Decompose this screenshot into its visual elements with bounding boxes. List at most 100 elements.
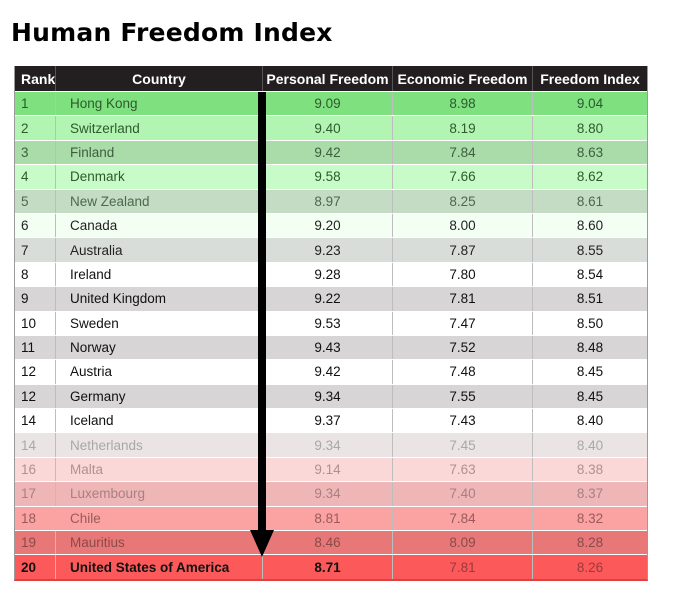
cell-economic-freedom: 7.84 [392,506,532,531]
table-row: 18 Chile 8.81 7.84 8.32 [15,506,647,531]
cell-personal-freedom: 9.34 [262,433,392,457]
cell-freedom-index: 8.38 [532,457,647,482]
table-row: 2 Switzerland 9.40 8.19 8.80 [15,116,647,140]
cell-rank: 14 [21,413,37,429]
cell-country: United Kingdom [55,287,262,311]
header-freedom-index: Freedom Index [532,66,647,91]
header-economic-freedom: Economic Freedom [392,66,532,91]
cell-economic-freedom: 7.84 [392,140,532,165]
table-row: 7 Australia 9.23 7.87 8.55 [15,238,647,262]
cell-country: Finland [55,140,262,165]
table-row: 3 Finland 9.42 7.84 8.63 [15,140,647,165]
cell-economic-freedom: 7.81 [392,555,532,579]
cell-economic-freedom: 7.87 [392,238,532,262]
table-row: 10 Sweden 9.53 7.47 8.50 [15,311,647,335]
table-row: 16 Malta 9.14 7.63 8.38 [15,457,647,482]
header-personal-freedom: Personal Freedom [262,66,392,91]
cell-personal-freedom: 9.42 [262,360,392,384]
cell-country: Chile [55,506,262,531]
cell-personal-freedom: 9.34 [262,482,392,506]
cell-rank: 4 [21,169,29,185]
cell-personal-freedom: 9.34 [262,384,392,409]
cell-economic-freedom: 7.63 [392,457,532,482]
cell-rank: 9 [21,291,29,307]
cell-personal-freedom: 9.14 [262,457,392,482]
cell-personal-freedom: 8.81 [262,506,392,531]
table-row: 9 United Kingdom 9.22 7.81 8.51 [15,287,647,311]
cell-rank: 20 [21,559,37,575]
cell-freedom-index: 8.80 [532,116,647,140]
cell-rank: 16 [21,462,37,478]
header-rank: Rank [21,70,56,87]
cell-personal-freedom: 9.53 [262,311,392,335]
table-row: 19 Mauritius 8.46 8.09 8.28 [15,531,647,555]
cell-freedom-index: 8.54 [532,262,647,287]
cell-freedom-index: 8.62 [532,165,647,189]
table-row: 17 Luxembourg 9.34 7.40 8.37 [15,482,647,506]
cell-country: Iceland [55,409,262,433]
cell-country: Denmark [55,165,262,189]
cell-rank: 18 [21,510,37,526]
cell-country: Mauritius [55,531,262,555]
cell-rank: 12 [21,388,37,404]
cell-country: Norway [55,335,262,360]
cell-country: Switzerland [55,116,262,140]
cell-freedom-index: 8.60 [532,213,647,238]
cell-personal-freedom: 9.09 [262,92,392,116]
cell-economic-freedom: 8.00 [392,213,532,238]
cell-economic-freedom: 8.19 [392,116,532,140]
cell-rank: 6 [21,218,29,234]
cell-country: New Zealand [55,189,262,213]
cell-freedom-index: 8.40 [532,409,647,433]
cell-rank: 11 [21,340,36,356]
cell-personal-freedom: 8.71 [262,555,392,579]
cell-country: Sweden [55,311,262,335]
cell-economic-freedom: 7.47 [392,311,532,335]
cell-freedom-index: 8.48 [532,335,647,360]
cell-rank: 10 [21,315,37,331]
cell-personal-freedom: 9.42 [262,140,392,165]
cell-economic-freedom: 7.81 [392,287,532,311]
cell-rank: 14 [21,437,37,453]
cell-economic-freedom: 7.43 [392,409,532,433]
cell-country: Canada [55,213,262,238]
table-row: 20 United States of America 8.71 7.81 8.26 [15,555,647,579]
page-title: Human Freedom Index [11,18,333,47]
cell-economic-freedom: 7.80 [392,262,532,287]
cell-personal-freedom: 9.22 [262,287,392,311]
cell-freedom-index: 8.50 [532,311,647,335]
cell-personal-freedom: 9.23 [262,238,392,262]
table-row: 1 Hong Kong 9.09 8.98 9.04 [15,92,647,116]
cell-economic-freedom: 8.98 [392,92,532,116]
cell-freedom-index: 9.04 [532,92,647,116]
table-row: 14 Netherlands 9.34 7.45 8.40 [15,433,647,457]
table-row: 4 Denmark 9.58 7.66 8.62 [15,165,647,189]
cell-personal-freedom: 8.97 [262,189,392,213]
table-row: 12 Austria 9.42 7.48 8.45 [15,360,647,384]
cell-freedom-index: 8.37 [532,482,647,506]
cell-rank: 2 [21,120,29,136]
cell-personal-freedom: 9.40 [262,116,392,140]
cell-rank: 7 [21,242,29,258]
cell-rank: 12 [21,364,37,380]
cell-rank: 17 [21,486,37,502]
cell-country: Ireland [55,262,262,287]
cell-country: Netherlands [55,433,262,457]
table-row: 14 Iceland 9.37 7.43 8.40 [15,409,647,433]
cell-country: Austria [55,360,262,384]
cell-economic-freedom: 8.25 [392,189,532,213]
cell-freedom-index: 8.61 [532,189,647,213]
cell-personal-freedom: 8.46 [262,531,392,555]
cell-economic-freedom: 7.55 [392,384,532,409]
cell-freedom-index: 8.28 [532,531,647,555]
cell-country: Hong Kong [55,92,262,116]
freedom-index-table: Rank Country Personal Freedom Economic F… [14,66,648,581]
cell-freedom-index: 8.40 [532,433,647,457]
cell-personal-freedom: 9.43 [262,335,392,360]
table-row: 6 Canada 9.20 8.00 8.60 [15,213,647,238]
cell-freedom-index: 8.63 [532,140,647,165]
cell-freedom-index: 8.45 [532,384,647,409]
cell-personal-freedom: 9.37 [262,409,392,433]
cell-country: Malta [55,457,262,482]
cell-freedom-index: 8.55 [532,238,647,262]
